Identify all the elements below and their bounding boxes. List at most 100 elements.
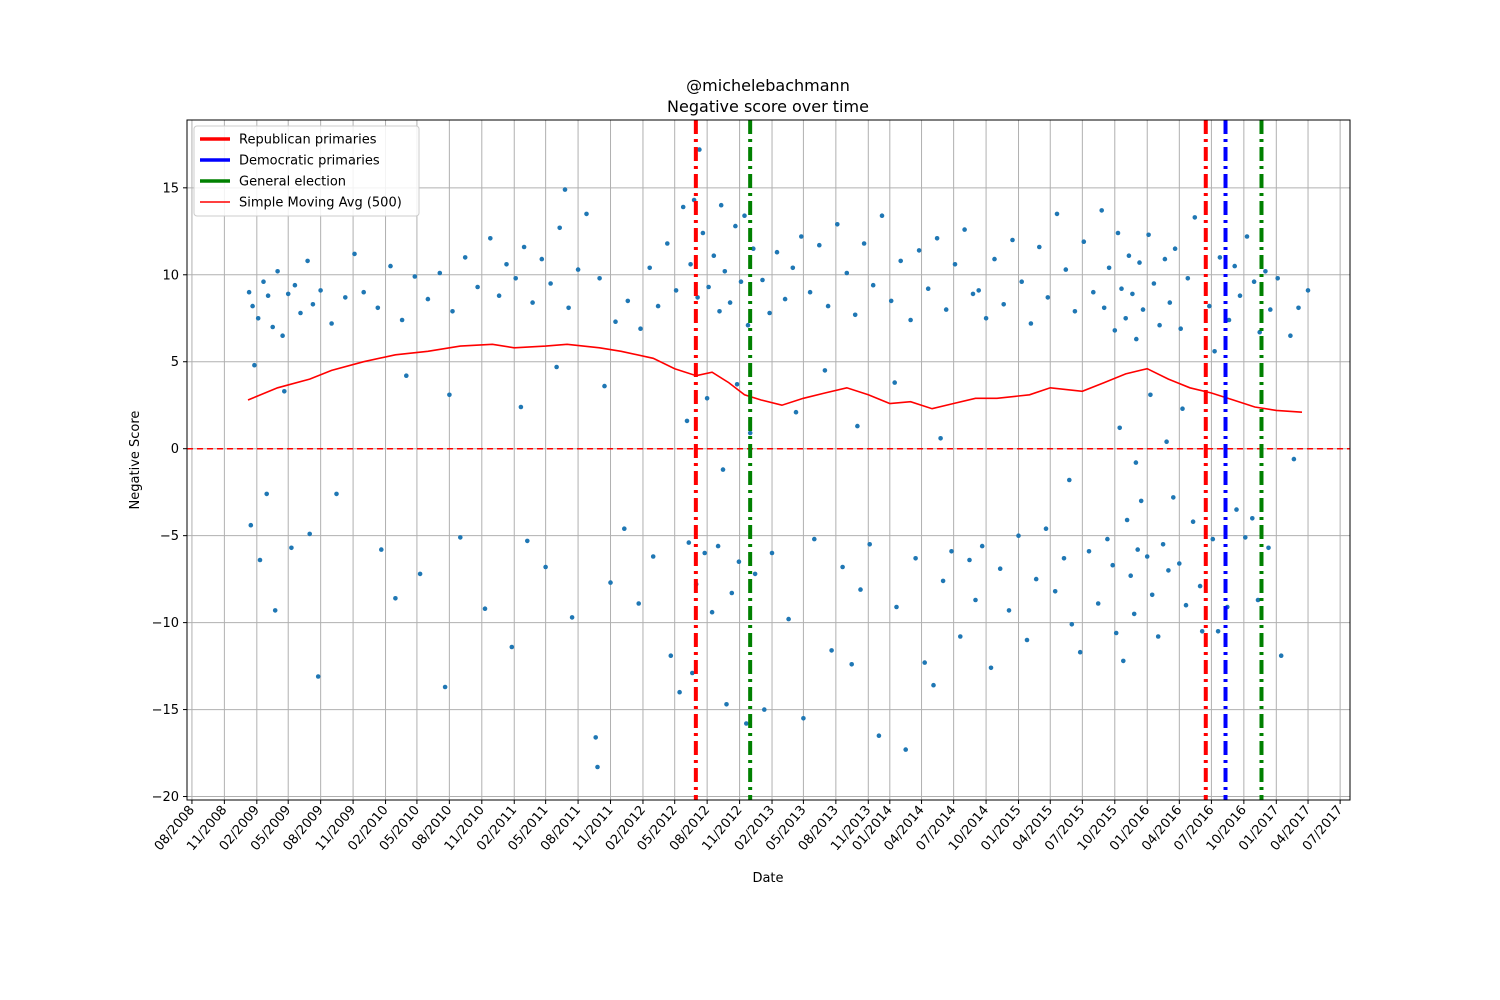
tweet-point (916, 248, 922, 253)
tweet-point (525, 538, 530, 544)
tweet-point (840, 564, 845, 570)
tweet-point (1134, 336, 1139, 342)
tweet-point (518, 404, 524, 410)
tweet-point (1266, 545, 1271, 551)
tweet-point (673, 288, 679, 293)
tweet-point (1232, 263, 1237, 269)
tweet-point (1288, 333, 1293, 339)
tweet-point (1146, 232, 1151, 238)
tweet-point (734, 382, 740, 387)
tweet-point (700, 230, 706, 236)
tweet-point (343, 295, 348, 300)
tweet-point (1063, 267, 1069, 272)
tweet-point (1215, 629, 1221, 634)
tweet-point (979, 543, 985, 549)
tweet-point (1296, 305, 1301, 311)
tweet-point (898, 258, 903, 264)
tweet-point (248, 522, 254, 528)
tweet-point (1199, 629, 1205, 634)
tweet-point (1072, 309, 1078, 314)
plot-area-frame (186, 119, 1351, 801)
tweet-point (1217, 255, 1223, 260)
tweet-point (280, 333, 285, 339)
tweet-point (1172, 246, 1178, 251)
tweet-point (447, 392, 452, 398)
tweet-point (903, 747, 908, 752)
tweet-point (983, 316, 989, 321)
tweet-point (1099, 208, 1104, 213)
tweet-point (925, 286, 931, 292)
tweet-point (261, 279, 266, 285)
tweet-point (913, 556, 918, 561)
tweet-point (790, 265, 796, 271)
tweet-point (1144, 554, 1150, 559)
legend-label: Republican primaries (239, 133, 377, 148)
tweet-point (575, 267, 581, 272)
tweet-point (613, 319, 618, 325)
tweet-point (1130, 291, 1135, 297)
tweet-point (622, 526, 627, 531)
tweet-point (318, 288, 323, 293)
tweet-point (282, 389, 287, 394)
tweet-point (307, 531, 313, 537)
tweet-point (733, 223, 738, 229)
tweet-point (1137, 260, 1142, 265)
tweet-point (1115, 230, 1121, 236)
tweet-point (442, 684, 448, 690)
tweet-point (680, 204, 686, 210)
tweet-point (962, 227, 967, 232)
tweet-point (1167, 300, 1173, 305)
tweet-point (404, 373, 409, 379)
tweet-point (782, 296, 788, 302)
tweet-point (952, 262, 958, 267)
tweet-point (665, 241, 670, 246)
tweet-point (697, 147, 702, 152)
tweet-point (1178, 326, 1183, 332)
tweet-point (1197, 583, 1203, 589)
tweet-point (894, 604, 899, 610)
tweet-point (1305, 288, 1311, 293)
tweet-point (1006, 608, 1012, 613)
tweet-point (462, 255, 468, 260)
tweet-point (270, 324, 276, 330)
tweet-point (1251, 279, 1257, 285)
tweet-point (807, 289, 813, 295)
tweet-point (690, 670, 695, 676)
tweet-point (852, 312, 858, 318)
tweet-point (265, 293, 271, 299)
tweet-point (793, 409, 799, 415)
tweet-point (849, 662, 854, 667)
tweet-point (867, 542, 872, 547)
tweet-point (742, 213, 747, 218)
tweet-point (888, 298, 894, 304)
tweet-point (450, 309, 455, 314)
tweet-point (1234, 507, 1239, 512)
tweet-point (602, 383, 607, 389)
tweet-point (762, 707, 767, 712)
tweet-point (1095, 601, 1101, 606)
tweet-point (774, 249, 780, 255)
tweet-point (717, 309, 722, 314)
y-tick-label: 0 (171, 442, 179, 457)
tweet-point (399, 317, 405, 323)
tweet-point (829, 648, 834, 653)
tweet-point (496, 293, 502, 299)
moving-average-line (247, 343, 1303, 413)
tweet-point (1148, 392, 1153, 398)
tweet-point (1126, 253, 1132, 258)
tweet-point (361, 289, 367, 295)
tweet-point (876, 733, 882, 738)
tweet-point (557, 225, 562, 231)
tweet-point (566, 305, 571, 311)
tweet-point (513, 276, 518, 281)
tweet-point (595, 764, 600, 770)
event-lines (693, 120, 1264, 800)
tweet-point (861, 241, 867, 246)
tweet-point (1263, 269, 1268, 274)
tweet-point (285, 291, 291, 297)
tweet-point (1105, 536, 1110, 542)
tweet-point (1207, 303, 1212, 309)
tweet-point (1113, 630, 1119, 636)
tweet-point (608, 580, 613, 585)
tweet-point (1278, 653, 1284, 658)
